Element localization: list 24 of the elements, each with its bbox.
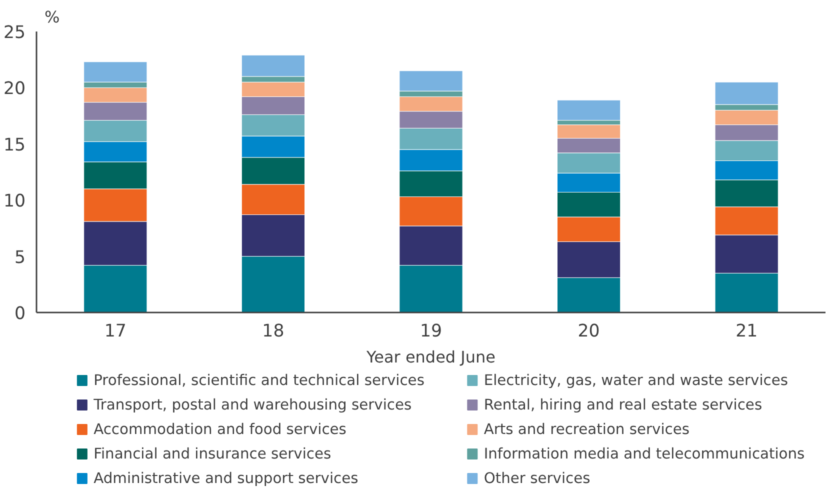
bar <box>556 100 621 121</box>
legend-label: Financial and insurance services <box>94 446 332 462</box>
y-tick-label: 10 <box>3 192 26 212</box>
y-tick-label: 25 <box>3 23 26 43</box>
legend-label: Information media and telecommunications <box>484 446 805 462</box>
y-tick-label: 15 <box>3 135 26 156</box>
y-tick-label: 20 <box>3 79 26 100</box>
y-tick-label: 5 <box>14 248 26 268</box>
legend-label: Electricity, gas, water and waste services <box>484 372 788 389</box>
x-tick-label: 18 <box>262 322 284 342</box>
x-tick-label: 21 <box>736 322 758 342</box>
legend-label: Arts and recreation services <box>484 421 690 438</box>
y-tick-label: 0 <box>14 304 26 324</box>
y-axis-title: % <box>44 8 60 26</box>
legend-label: Accommodation and food services <box>94 421 346 438</box>
x-axis-title: Year ended June <box>365 348 496 366</box>
x-tick-label: 19 <box>420 322 442 342</box>
legend-label: Transport, postal and warehousing services <box>92 396 412 414</box>
legend-label: Administrative and support services <box>94 470 358 487</box>
x-tick-label: 17 <box>104 322 126 342</box>
legend-label: Professional, scientific and technical services <box>94 372 424 389</box>
x-tick-label: 20 <box>578 322 600 342</box>
legend-label: Other services <box>484 470 590 487</box>
legend-label: Rental, hiring and real estate services <box>484 396 762 414</box>
